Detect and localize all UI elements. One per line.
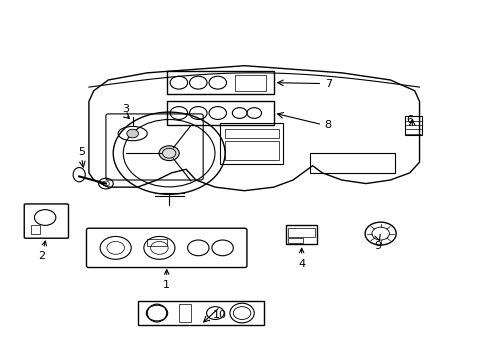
Bar	[166, 102, 273, 125]
Text: 9: 9	[374, 241, 381, 251]
Text: 5: 5	[78, 147, 85, 157]
Bar	[287, 238, 302, 243]
Bar	[166, 71, 273, 94]
Text: 7: 7	[324, 78, 331, 89]
Text: 6: 6	[406, 114, 412, 125]
Bar	[404, 116, 421, 135]
Text: 10: 10	[213, 310, 227, 320]
Bar	[309, 153, 394, 173]
Bar	[147, 239, 166, 246]
Bar	[287, 228, 314, 237]
Text: 4: 4	[298, 248, 305, 269]
Bar	[220, 123, 283, 164]
Circle shape	[126, 129, 138, 138]
Circle shape	[159, 146, 179, 161]
Text: 2: 2	[38, 241, 46, 261]
Bar	[137, 301, 264, 325]
Text: 3: 3	[122, 104, 129, 114]
Bar	[234, 75, 266, 91]
Bar	[224, 129, 278, 138]
Bar	[30, 225, 40, 234]
Bar	[285, 225, 317, 244]
Text: 1: 1	[163, 270, 170, 290]
Bar	[179, 304, 191, 322]
Text: 8: 8	[324, 120, 331, 130]
Bar	[224, 141, 278, 160]
